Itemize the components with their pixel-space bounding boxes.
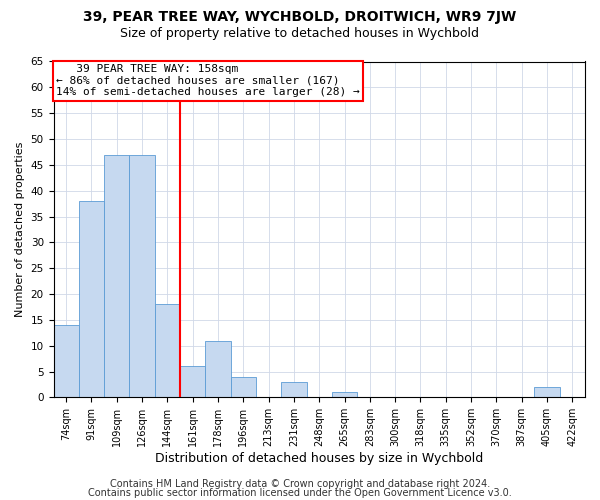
Bar xyxy=(130,154,155,398)
Bar xyxy=(535,387,560,398)
Bar xyxy=(180,366,205,398)
Text: Contains HM Land Registry data © Crown copyright and database right 2024.: Contains HM Land Registry data © Crown c… xyxy=(110,479,490,489)
Bar xyxy=(332,392,357,398)
Bar xyxy=(104,154,130,398)
Text: 39 PEAR TREE WAY: 158sqm
← 86% of detached houses are smaller (167)
14% of semi-: 39 PEAR TREE WAY: 158sqm ← 86% of detach… xyxy=(56,64,360,98)
Bar xyxy=(155,304,180,398)
Bar xyxy=(205,340,230,398)
Bar xyxy=(53,325,79,398)
Bar xyxy=(230,376,256,398)
Bar xyxy=(281,382,307,398)
Y-axis label: Number of detached properties: Number of detached properties xyxy=(15,142,25,317)
Bar xyxy=(79,201,104,398)
Text: Size of property relative to detached houses in Wychbold: Size of property relative to detached ho… xyxy=(121,28,479,40)
X-axis label: Distribution of detached houses by size in Wychbold: Distribution of detached houses by size … xyxy=(155,452,484,465)
Text: Contains public sector information licensed under the Open Government Licence v3: Contains public sector information licen… xyxy=(88,488,512,498)
Text: 39, PEAR TREE WAY, WYCHBOLD, DROITWICH, WR9 7JW: 39, PEAR TREE WAY, WYCHBOLD, DROITWICH, … xyxy=(83,10,517,24)
